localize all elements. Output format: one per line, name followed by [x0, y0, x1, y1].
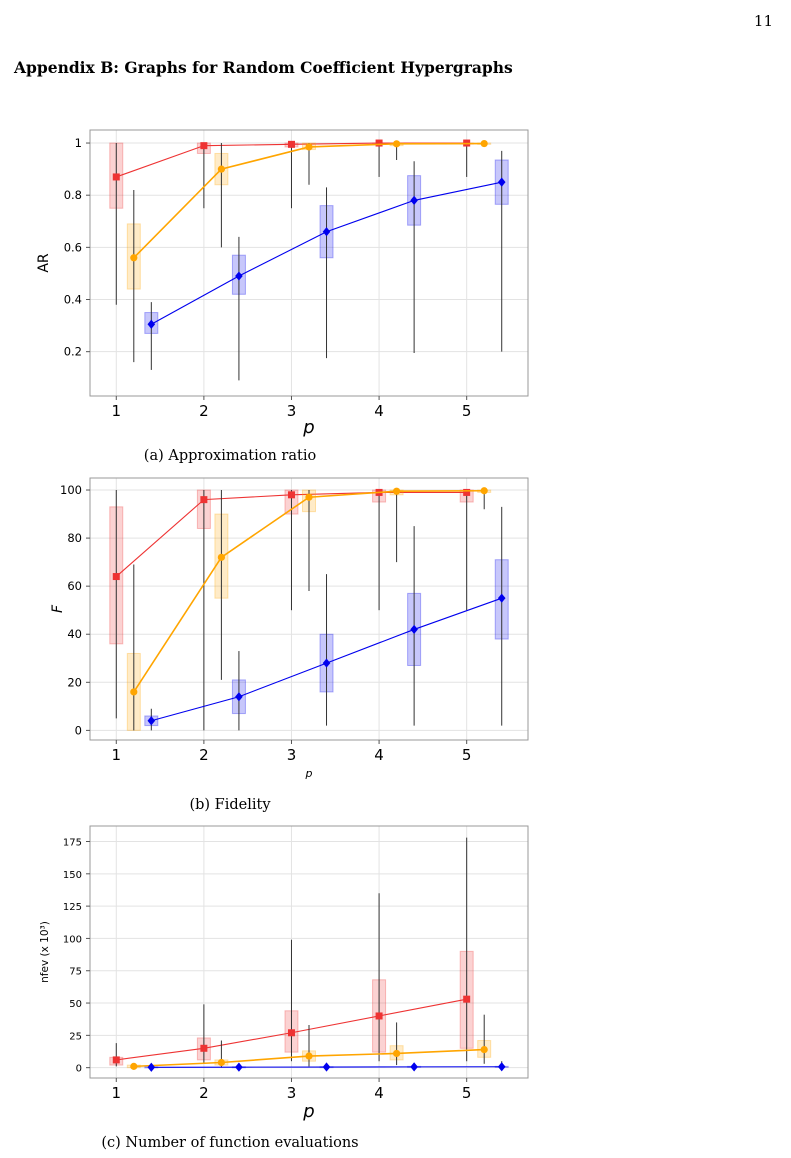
x-tick-label: 3	[287, 746, 297, 764]
x-tick-label: 1	[112, 402, 122, 420]
x-tick-label: 1	[112, 746, 122, 764]
chart-fidelity: 1 2 3 4 5 0 20 40 60 80 100 p F	[50, 477, 529, 780]
x-tick-label: 3	[287, 1084, 297, 1102]
x-tick-label: 5	[462, 402, 472, 420]
mean-marker-diamond	[322, 658, 331, 668]
plot-frame	[89, 129, 529, 397]
mean-marker-circle	[130, 688, 138, 696]
mean-marker-circle	[393, 140, 401, 148]
y-tick-label: 175	[63, 838, 82, 849]
mean-marker-diamond	[147, 1062, 156, 1072]
y-tick-label: 75	[69, 967, 82, 978]
mean-marker-circle	[480, 139, 488, 148]
mean-marker-circle	[305, 143, 313, 151]
mean-marker-square	[375, 1012, 383, 1020]
x-tick-label: 2	[199, 1084, 209, 1102]
y-tick-label: 0.4	[64, 293, 82, 307]
x-tick-label: 1	[112, 1084, 122, 1102]
section-heading: Appendix B: Graphs for Random Coefficien…	[14, 58, 513, 77]
mean-marker-diamond	[147, 716, 156, 726]
mean-marker-square	[200, 1044, 208, 1052]
mean-marker-square	[375, 139, 383, 147]
mean-marker-square	[287, 1029, 295, 1037]
mean-marker-diamond	[147, 319, 156, 329]
x-tick-label: 2	[199, 746, 209, 764]
mean-marker-diamond	[235, 271, 243, 281]
caption-approximation-ratio: (a) Approximation ratio	[143, 448, 317, 464]
mean-marker-diamond	[497, 177, 506, 187]
y-tick-label: 100	[63, 934, 82, 945]
mean-marker-circle	[305, 1052, 313, 1060]
y-tick-label: 1	[75, 136, 82, 150]
mean-marker-square	[200, 142, 208, 150]
y-axis-label: F	[50, 604, 66, 613]
y-tick-label: 80	[67, 531, 82, 545]
mean-marker-circle	[217, 553, 225, 561]
x-tick-label: 5	[462, 746, 472, 764]
x-axis-label: p	[305, 767, 313, 780]
mean-marker-circle	[305, 493, 313, 501]
mean-marker-circle	[217, 165, 225, 173]
mean-marker-square	[463, 488, 471, 496]
mean-marker-circle	[130, 254, 138, 262]
y-axis-label: nfev (x 10³)	[39, 921, 51, 983]
mean-marker-square	[287, 491, 295, 499]
x-tick-label: 4	[374, 1084, 384, 1102]
y-tick-label: 25	[69, 1031, 82, 1042]
y-tick-label: 50	[69, 999, 82, 1010]
caption-fidelity: (b) Fidelity	[189, 797, 271, 813]
mean-marker-diamond	[410, 1062, 418, 1072]
mean-marker-diamond	[497, 1062, 506, 1072]
x-axis-label: p	[302, 417, 314, 438]
mean-marker-circle	[130, 1062, 138, 1070]
x-tick-label: 4	[374, 746, 384, 764]
mean-marker-square	[112, 1056, 120, 1064]
mean-marker-circle	[393, 1049, 401, 1058]
x-tick-label: 3	[287, 402, 297, 420]
mean-marker-square	[112, 173, 120, 181]
mean-marker-circle	[480, 1045, 488, 1054]
mean-marker-circle	[480, 487, 488, 495]
y-tick-label: 0.6	[64, 240, 82, 254]
mean-marker-diamond	[322, 227, 331, 237]
y-tick-label: 0.8	[64, 188, 82, 202]
mean-marker-square	[112, 573, 120, 581]
y-tick-label: 100	[60, 483, 82, 497]
y-axis-label: AR	[36, 253, 52, 273]
y-tick-label: 150	[63, 870, 82, 881]
y-tick-label: 20	[67, 675, 82, 689]
mean-marker-square	[463, 995, 471, 1003]
y-tick-label: 125	[63, 902, 82, 913]
plot-frame	[89, 477, 529, 741]
mean-marker-square	[200, 496, 208, 504]
mean-marker-circle	[393, 487, 401, 495]
y-tick-label: 40	[67, 627, 82, 641]
caption-function-evaluations: (c) Number of function evaluations	[101, 1135, 359, 1151]
page-number: 11	[753, 12, 773, 30]
mean-marker-square	[287, 140, 295, 148]
x-tick-label: 2	[199, 402, 209, 420]
y-tick-label: 0	[76, 1064, 82, 1075]
mean-marker-diamond	[410, 195, 418, 206]
x-tick-label: 5	[462, 1084, 472, 1102]
x-axis-label: p	[302, 1101, 314, 1122]
x-tick-label: 4	[374, 402, 384, 420]
mean-marker-diamond	[235, 1062, 243, 1072]
y-tick-label: 0.2	[64, 345, 82, 359]
chart-approximation-ratio: 1 2 3 4 5 0.2 0.4 0.6 0.8 1 p AR	[36, 129, 529, 438]
y-tick-label: 60	[67, 579, 82, 593]
mean-marker-circle	[217, 1058, 225, 1067]
y-tick-label: 0	[75, 723, 82, 737]
plot-frame	[89, 825, 529, 1079]
